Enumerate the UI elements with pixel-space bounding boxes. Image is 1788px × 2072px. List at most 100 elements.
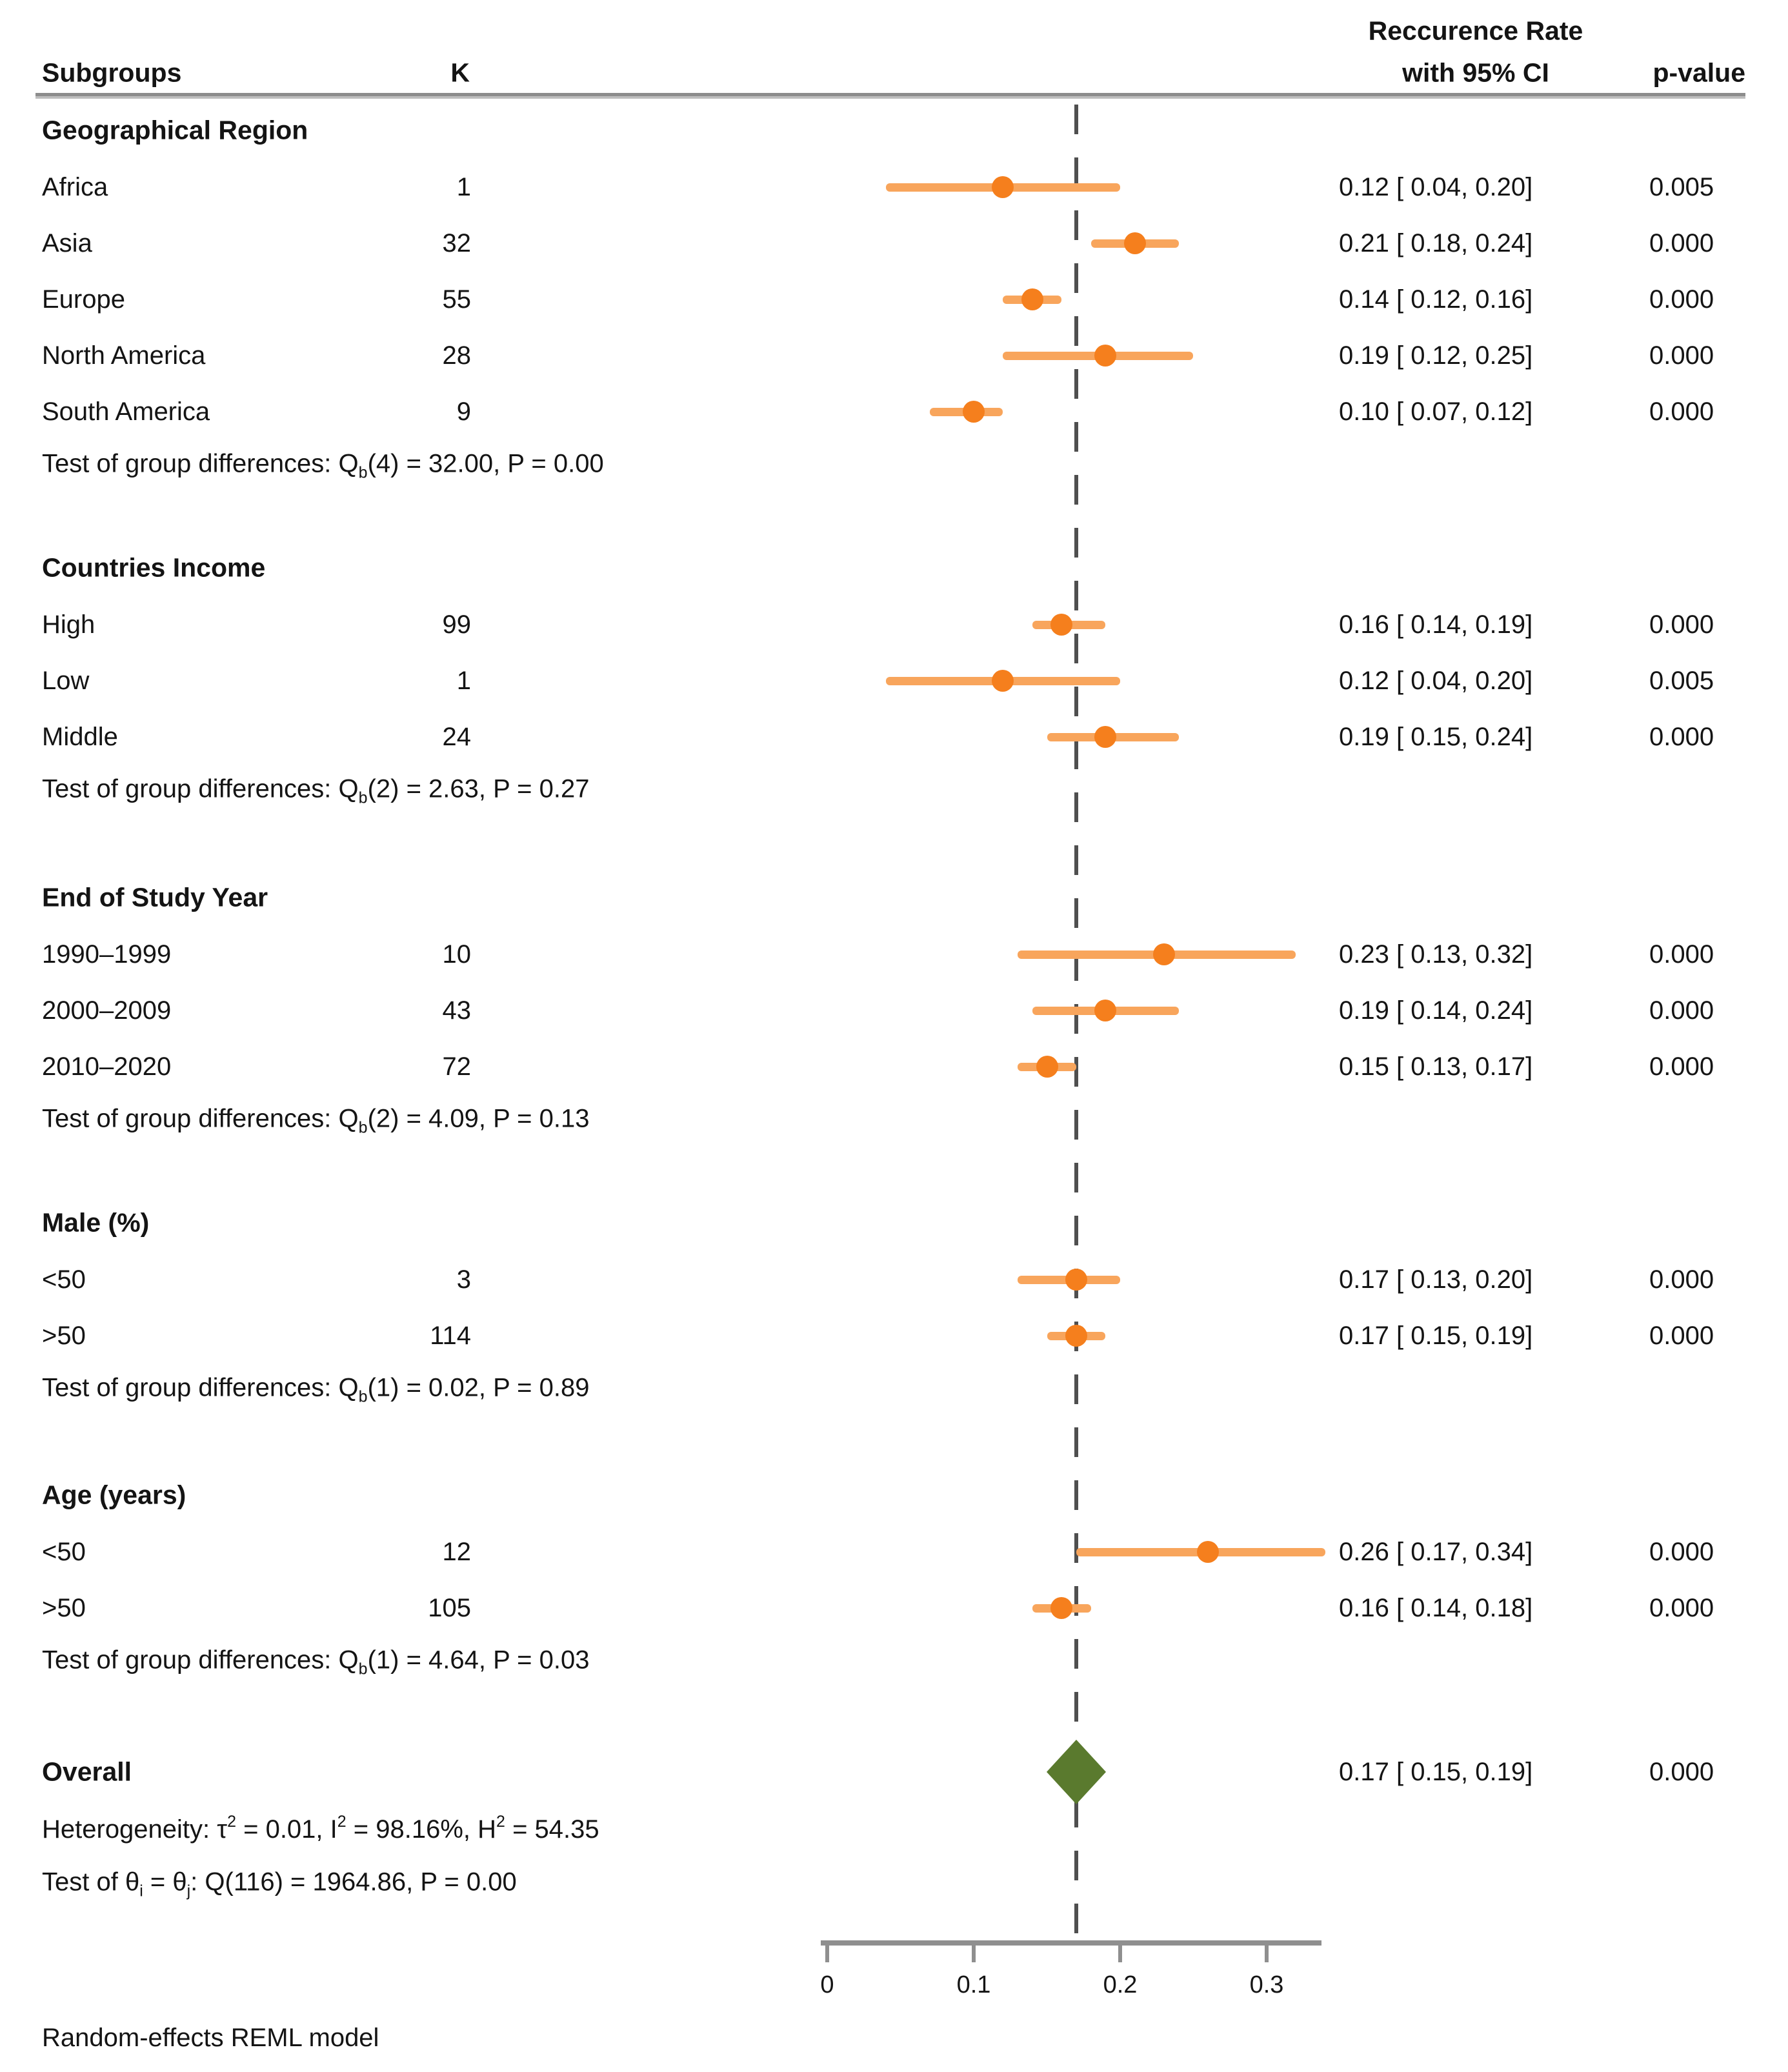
effect-dot: [992, 176, 1014, 198]
group-test-line: Test of group differences: Qb(1) = 0.02,…: [42, 1375, 590, 1405]
het-sup: 2: [337, 1813, 347, 1831]
group-test-line: Test of group differences: Qb(1) = 4.64,…: [42, 1647, 590, 1678]
row-p-value: 0.000: [1649, 996, 1714, 1025]
het-text: = 98.16%, H: [346, 1815, 497, 1844]
ci-text: 0.16 [ 0.14, 0.19]: [1339, 610, 1533, 639]
row-p-value: 0.000: [1649, 1322, 1714, 1350]
row-k: 72: [442, 1052, 472, 1081]
het-sup: 2: [496, 1813, 505, 1831]
het-sup: 2: [227, 1813, 236, 1831]
overall-p-value: 0.000: [1649, 1758, 1714, 1786]
ci-text: 0.16 [ 0.14, 0.18]: [1339, 1594, 1533, 1622]
ci-text: 0.10 [ 0.07, 0.12]: [1339, 397, 1533, 426]
row-k: 9: [456, 397, 471, 426]
overall-test-line: Test of θi = θj: Q(116) = 1964.86, P = 0…: [42, 1869, 517, 1900]
x-axis-tick-label: 0.3: [1249, 1971, 1284, 1998]
col-header-effect-line2: with 95% CI: [1402, 57, 1549, 88]
row-label: <50: [42, 1265, 86, 1294]
row-label: Middle: [42, 723, 118, 751]
test-text: b: [358, 789, 368, 807]
effect-dot: [1065, 1269, 1087, 1291]
reference-dashed-line: [1074, 105, 1078, 1942]
row-k: 55: [442, 285, 472, 314]
x-axis-line: [821, 1940, 1321, 1946]
row-k: 1: [456, 667, 471, 695]
row-label: 1990–1999: [42, 940, 172, 969]
row-k: 10: [442, 940, 472, 969]
test-text: b: [358, 1387, 368, 1406]
row-p-value: 0.000: [1649, 341, 1714, 370]
row-p-value: 0.000: [1649, 1538, 1714, 1566]
row-k: 1: [456, 173, 471, 201]
x-axis-tick-label: 0.2: [1103, 1971, 1138, 1998]
row-label: Asia: [42, 229, 92, 257]
test-text: (1) = 4.64, P = 0.03: [367, 1645, 590, 1675]
effect-dot: [1050, 1597, 1073, 1619]
effect-dot: [1065, 1325, 1087, 1347]
test-text: Test of group differences: Q: [42, 1104, 359, 1133]
test-text: b: [358, 1660, 368, 1678]
test-text: b: [358, 463, 368, 482]
overall-diamond: [1047, 1740, 1106, 1804]
ci-text: 0.15 [ 0.13, 0.17]: [1339, 1052, 1533, 1081]
row-label: 2010–2020: [42, 1052, 172, 1081]
row-label: Europe: [42, 285, 125, 314]
effect-dot: [992, 670, 1014, 692]
test-text: Test of group differences: Q: [42, 1373, 359, 1402]
ci-text: 0.12 [ 0.04, 0.20]: [1339, 173, 1533, 201]
ci-text: 0.14 [ 0.12, 0.16]: [1339, 285, 1533, 314]
row-label: 2000–2009: [42, 996, 172, 1025]
ci-text: 0.19 [ 0.12, 0.25]: [1339, 341, 1533, 370]
overall-label: Overall: [42, 1756, 132, 1787]
het-text: = 0.01, I: [236, 1815, 337, 1844]
heterogeneity-line: Heterogeneity: τ2 = 0.01, I2 = 98.16%, H…: [42, 1813, 599, 1844]
row-p-value: 0.000: [1649, 610, 1714, 639]
row-p-value: 0.000: [1649, 285, 1714, 314]
test-text: Test of group differences: Q: [42, 774, 359, 803]
row-k: 3: [456, 1265, 471, 1294]
effect-dot: [1094, 726, 1117, 748]
test-text: b: [358, 1118, 368, 1137]
row-p-value: 0.000: [1649, 1052, 1714, 1081]
row-k: 99: [442, 610, 472, 639]
row-p-value: 0.000: [1649, 397, 1714, 426]
het-text: = 54.35: [505, 1815, 599, 1844]
col-header-pvalue: p-value: [1652, 57, 1745, 88]
row-label: North America: [42, 341, 206, 370]
overall-ci-text: 0.17 [ 0.15, 0.19]: [1339, 1758, 1533, 1786]
row-p-value: 0.000: [1649, 723, 1714, 751]
test-text: Test of group differences: Q: [42, 449, 359, 478]
row-k: 114: [430, 1322, 471, 1350]
ci-text: 0.21 [ 0.18, 0.24]: [1339, 229, 1533, 257]
x-axis-tick-label: 0: [820, 1971, 834, 1998]
row-label: High: [42, 610, 95, 639]
row-label: South America: [42, 397, 210, 426]
effect-dot: [1021, 288, 1043, 310]
ci-text: 0.12 [ 0.04, 0.20]: [1339, 667, 1533, 695]
ci-text: 0.26 [ 0.17, 0.34]: [1339, 1538, 1533, 1566]
effect-dot: [1050, 614, 1073, 636]
row-k: 24: [442, 723, 472, 751]
row-k: 28: [442, 341, 472, 370]
test-sub: i: [139, 1882, 143, 1900]
group-title: Age (years): [42, 1480, 186, 1510]
test-text: (4) = 32.00, P = 0.00: [367, 449, 604, 478]
effect-dot: [1036, 1056, 1058, 1078]
het-text: Heterogeneity: τ: [42, 1815, 228, 1844]
test-text: Test of group differences: Q: [42, 1645, 359, 1675]
row-label: >50: [42, 1322, 86, 1350]
model-footnote: Random-effects REML model: [42, 2024, 379, 2052]
group-test-line: Test of group differences: Qb(4) = 32.00…: [42, 451, 604, 481]
row-k: 105: [428, 1594, 471, 1622]
col-header-effect-line1: Reccurence Rate: [1368, 15, 1583, 46]
group-test-line: Test of group differences: Qb(2) = 2.63,…: [42, 776, 590, 807]
ci-text: 0.19 [ 0.14, 0.24]: [1339, 996, 1533, 1025]
effect-dot: [1123, 232, 1146, 254]
row-p-value: 0.000: [1649, 940, 1714, 969]
x-axis-tick: [972, 1946, 976, 1962]
row-p-value: 0.000: [1649, 1594, 1714, 1622]
x-axis-tick: [1265, 1946, 1269, 1962]
test-text: (2) = 4.09, P = 0.13: [367, 1104, 590, 1133]
test-text: Test of θ: [42, 1867, 140, 1896]
